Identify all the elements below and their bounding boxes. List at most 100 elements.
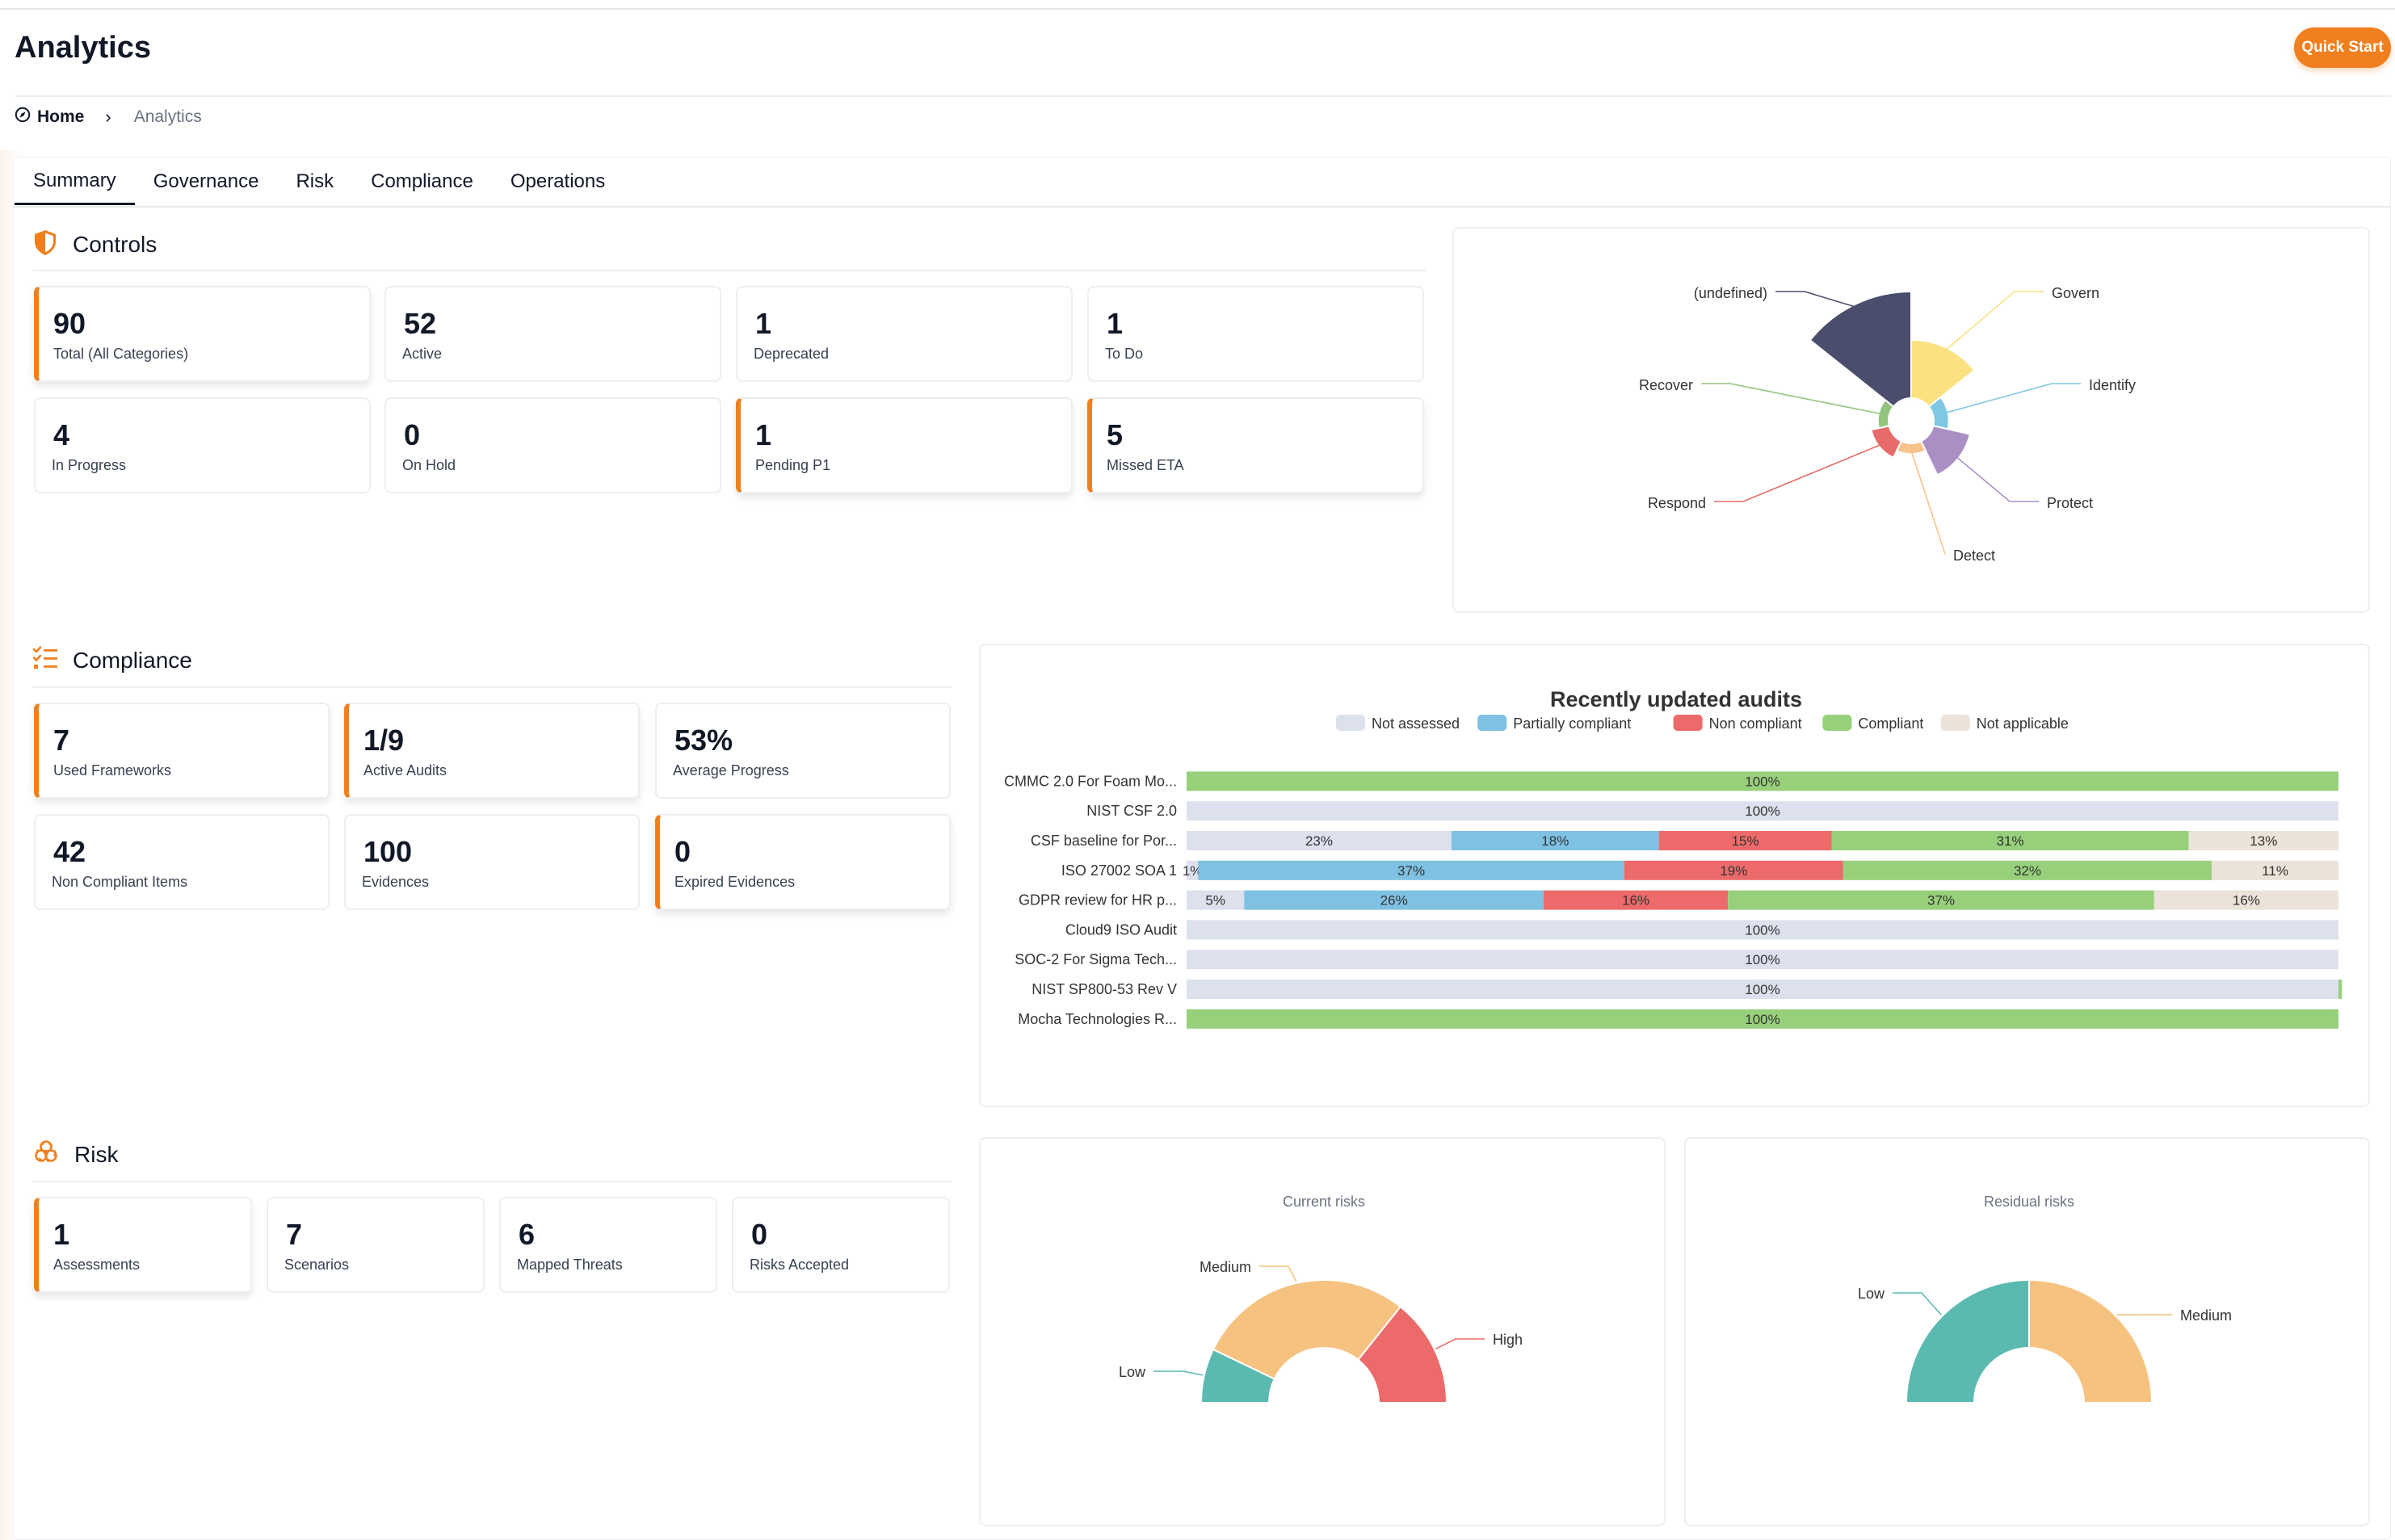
tab-compliance[interactable]: Compliance xyxy=(371,170,473,192)
audit-bar-segment-partially-compliant[interactable] xyxy=(1451,831,1659,850)
stat-card-deprecated-controls[interactable]: 1 Deprecated xyxy=(736,286,1073,382)
tab-governance[interactable]: Governance xyxy=(153,170,259,192)
stat-card-expired-evidences[interactable]: 0 Expired Evidences xyxy=(655,814,951,910)
stat-card-evidences[interactable]: 100 Evidences xyxy=(344,814,640,910)
audit-bar-value-label: 23% xyxy=(1305,833,1333,849)
stat-value: 0 xyxy=(674,835,691,868)
stat-card-scenarios[interactable]: 7 Scenarios xyxy=(267,1197,485,1293)
audit-category-label: ISO 27002 SOA 1 xyxy=(1061,862,1177,879)
audit-bar-segment-compliant[interactable] xyxy=(1831,831,2189,850)
audit-bar-segment-not-assessed[interactable] xyxy=(1187,801,2338,821)
audit-bar-segment-compliant[interactable] xyxy=(1187,1009,2338,1029)
audit-bar-segment-compliant[interactable] xyxy=(1842,860,2212,880)
risk-title: Risk xyxy=(74,1142,119,1167)
stat-card-in-progress-controls[interactable]: 4 In Progress xyxy=(34,397,371,493)
audit-category-label: Cloud9 ISO Audit xyxy=(1065,921,1177,938)
audit-bar-segment-non-compliant[interactable] xyxy=(1544,890,1729,910)
stat-card-non-compliant-items[interactable]: 42 Non Compliant Items xyxy=(34,814,330,910)
donut-label-low: Low xyxy=(1119,1364,1146,1380)
audit-bar-segment-not-assessed[interactable] xyxy=(1187,920,2338,940)
audit-bar-segment-partially-compliant[interactable] xyxy=(1244,890,1544,910)
stat-card-average-progress[interactable]: 53% Average Progress xyxy=(655,703,951,799)
rose-label-protect: Protect xyxy=(2047,495,2093,511)
legend-label-not-applicable[interactable]: Not applicable xyxy=(1977,715,2069,732)
current-risks-chart: Current risks Low Medium High xyxy=(979,1137,1666,1526)
legend-label-not-assessed[interactable]: Not assessed xyxy=(1372,715,1460,732)
audit-bar-segment-not-applicable[interactable] xyxy=(2188,831,2338,850)
breadcrumb-current: Analytics xyxy=(133,107,202,126)
audit-bar-segment-non-compliant[interactable] xyxy=(1658,831,1832,850)
stat-card-assessments[interactable]: 1 Assessments xyxy=(34,1197,252,1293)
audit-category-label: Mocha Technologies R... xyxy=(1018,1011,1177,1027)
stat-card-missed-eta-controls[interactable]: 5 Missed ETA xyxy=(1087,397,1424,493)
stat-value: 7 xyxy=(53,724,70,757)
donut-slice-high[interactable] xyxy=(1356,1305,1448,1404)
stat-value: 0 xyxy=(404,418,421,451)
rose-label-identify: Identify xyxy=(2089,377,2136,393)
stat-card-total-controls[interactable]: 90 Total (All Categories) xyxy=(34,286,371,382)
audit-bar-segment-not-applicable[interactable] xyxy=(2153,890,2338,910)
tab-risk[interactable]: Risk xyxy=(296,170,334,192)
rose-slice-protect[interactable] xyxy=(1920,425,1971,476)
audit-bar-segment-not-assessed[interactable] xyxy=(1187,950,2338,970)
audit-bar-segment-compliant[interactable] xyxy=(1728,890,2154,910)
controls-title: Controls xyxy=(73,232,158,257)
rose-leader-govern xyxy=(1944,291,2044,351)
audit-bar-value-label: 26% xyxy=(1380,893,1408,908)
stat-card-pending-p1-controls[interactable]: 1 Pending P1 xyxy=(736,397,1073,493)
legend-label-compliant[interactable]: Compliant xyxy=(1858,715,1923,732)
legend-swatch-compliant[interactable] xyxy=(1822,715,1852,731)
residual-risks-title: Residual risks xyxy=(1984,1194,2074,1210)
audit-bar-segment-not-applicable[interactable] xyxy=(2212,860,2338,880)
rose-slice-recover[interactable] xyxy=(1876,399,1895,430)
rose-slice-undefined[interactable] xyxy=(1809,291,1912,408)
rose-slice-respond[interactable] xyxy=(1870,425,1902,459)
audit-bar-segment-not-assessed[interactable] xyxy=(1187,890,1245,910)
audit-bar-value-label: 100% xyxy=(1745,952,1779,967)
stat-value: 52 xyxy=(404,307,437,340)
audit-bar-segment-not-assessed[interactable] xyxy=(1187,980,2338,999)
controls-function-chart: (undefined) Govern Identify Protect Detect Re… xyxy=(1452,227,2370,613)
audit-bar-value-label: 100% xyxy=(1745,1012,1779,1027)
audit-bar-segment-partially-compliant[interactable] xyxy=(1198,860,1624,880)
legend-swatch-not-applicable[interactable] xyxy=(1940,715,1970,731)
stat-card-active-audits[interactable]: 1/9 Active Audits xyxy=(344,703,640,799)
current-risks-title: Current risks xyxy=(1283,1194,1365,1210)
legend-swatch-non-compliant[interactable] xyxy=(1673,715,1703,731)
recent-audits-chart: Recently updated audits Not assessed Parti… xyxy=(979,644,2370,1107)
stat-card-risks-accepted[interactable]: 0 Risks Accepted xyxy=(732,1197,950,1293)
audit-bar-segment-compliant[interactable] xyxy=(2338,980,2342,999)
stat-value: 100 xyxy=(363,835,413,868)
donut-slice-medium[interactable] xyxy=(2028,1278,2153,1404)
stat-card-mapped-threats[interactable]: 6 Mapped Threats xyxy=(499,1197,717,1293)
audit-bar-segment-not-assessed[interactable] xyxy=(1187,831,1452,850)
rose-slice-govern[interactable] xyxy=(1910,338,1976,408)
tab-operations[interactable]: Operations xyxy=(510,170,606,192)
audit-bar-segment-not-assessed[interactable] xyxy=(1187,860,1199,880)
legend-swatch-partially-compliant[interactable] xyxy=(1477,715,1507,731)
stat-card-todo-controls[interactable]: 1 To Do xyxy=(1087,286,1424,382)
legend-label-partially-compliant[interactable]: Partially compliant xyxy=(1513,715,1631,732)
donut-slice-low[interactable] xyxy=(1905,1278,2030,1404)
stat-label: To Do xyxy=(1105,346,1144,362)
page-title: Analytics xyxy=(15,31,151,65)
stat-label: Average Progress xyxy=(673,762,789,778)
quick-start-button[interactable]: Quick Start xyxy=(2294,27,2391,68)
stat-value: 7 xyxy=(286,1218,303,1251)
breadcrumb-home-link[interactable]: Home xyxy=(37,107,85,126)
legend-label-non-compliant[interactable]: Non compliant xyxy=(1709,715,1802,732)
stat-value: 0 xyxy=(751,1218,768,1251)
audit-bar-segment-non-compliant[interactable] xyxy=(1624,860,1843,880)
donut-slice-medium[interactable] xyxy=(1212,1279,1402,1380)
stat-label: Evidences xyxy=(362,874,430,890)
legend-swatch-not-assessed[interactable] xyxy=(1336,715,1365,731)
stat-label: Non Compliant Items xyxy=(52,874,188,890)
residual-risks-canvas: Residual risks Low Medium xyxy=(1858,1194,2232,1404)
audit-category-label: CSF baseline for Por... xyxy=(1031,833,1177,849)
stat-card-active-controls[interactable]: 52 Active xyxy=(384,286,721,382)
stat-card-on-hold-controls[interactable]: 0 On Hold xyxy=(384,397,721,493)
stat-card-used-frameworks[interactable]: 7 Used Frameworks xyxy=(34,703,330,799)
tab-summary[interactable]: Summary xyxy=(15,158,135,205)
risk-section-title: Risk xyxy=(32,1139,118,1171)
audit-bar-segment-compliant[interactable] xyxy=(1187,771,2338,791)
